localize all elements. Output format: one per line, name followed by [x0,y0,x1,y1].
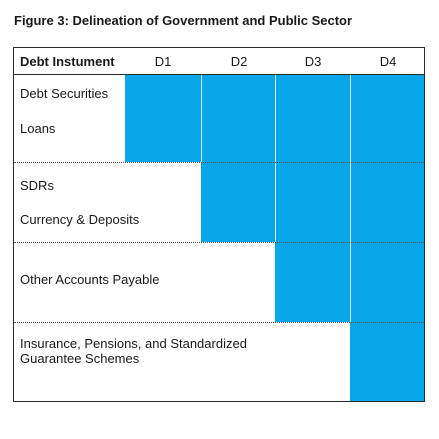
row-label-sdrs: SDRs [20,178,54,193]
column-divider [201,75,202,162]
header-d4: D4 [379,54,397,69]
coverage-block-d4 [350,75,424,401]
row-label-currency-deposits: Currency & Deposits [20,212,140,227]
column-divider [350,75,351,322]
row-label-insurance-pensions: Insurance, Pensions, and Standardized Gu… [20,336,247,366]
header-debt-instrument: Debt Instument [20,54,115,69]
header-d2: D2 [230,54,248,69]
row-label-other-accounts-payable: Other Accounts Payable [20,272,160,287]
coverage-block-d1 [125,75,201,162]
coverage-block-d3 [275,75,350,322]
header-d1: D1 [154,54,172,69]
group-separator [14,242,424,243]
group-separator [14,162,424,163]
table-frame [13,47,425,402]
row-label-debt-securities: Debt Securities [20,86,109,101]
row-label-loans: Loans [20,121,56,136]
coverage-block-d2 [201,75,275,242]
figure-title: Figure 3: Delineation of Government and … [14,13,353,28]
header-d3: D3 [304,54,322,69]
group-separator [14,322,424,323]
header-rule [13,74,425,75]
column-divider [275,75,276,242]
